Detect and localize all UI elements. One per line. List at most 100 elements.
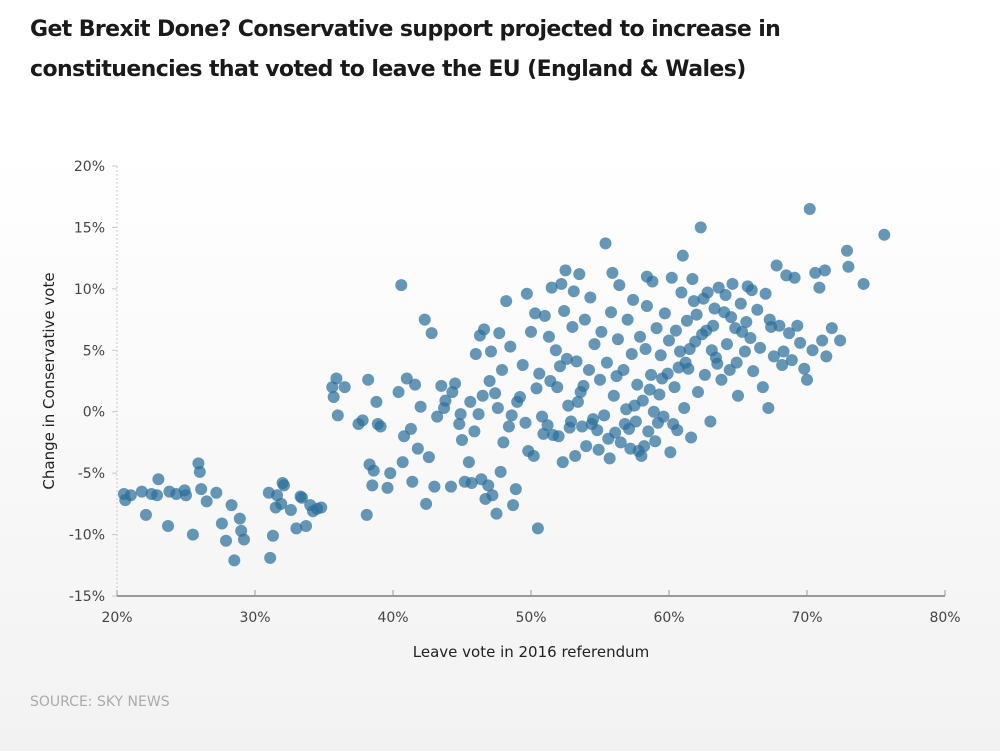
data-point (366, 479, 379, 492)
data-point (588, 338, 601, 351)
data-point (650, 322, 663, 335)
data-point (592, 443, 605, 456)
data-point (720, 338, 733, 351)
data-point (785, 354, 798, 367)
data-point (816, 334, 829, 347)
data-point (683, 343, 696, 356)
data-point (634, 330, 647, 343)
data-point (516, 359, 529, 372)
data-point (794, 336, 807, 349)
data-point (674, 345, 687, 358)
data-point (594, 373, 606, 386)
data-point (422, 451, 435, 464)
data-point (606, 266, 619, 279)
y-tick-label: -5% (78, 466, 105, 482)
data-point (496, 363, 509, 376)
data-point (762, 402, 775, 415)
data-point (642, 425, 655, 438)
data-point (500, 295, 513, 308)
data-point (730, 356, 743, 369)
data-point (745, 284, 758, 297)
data-point (614, 436, 627, 449)
data-point (124, 489, 137, 502)
data-point (756, 381, 769, 394)
data-point (533, 367, 546, 380)
data-point (621, 313, 634, 326)
data-point (801, 373, 813, 386)
data-point (360, 508, 373, 521)
data-point (284, 504, 297, 516)
data-point (472, 408, 485, 421)
data-point (315, 501, 328, 514)
data-point (266, 529, 279, 542)
data-point (599, 237, 612, 250)
data-point (275, 497, 288, 510)
data-point (580, 440, 593, 453)
data-point (525, 325, 537, 338)
data-point (788, 271, 801, 284)
x-tick-label: 50% (515, 610, 546, 626)
data-point (237, 533, 250, 546)
data-point (558, 304, 571, 317)
data-point (569, 449, 582, 462)
data-point (820, 350, 833, 363)
data-point (576, 420, 589, 433)
data-point (686, 273, 699, 286)
data-point (632, 445, 645, 458)
data-point (215, 517, 228, 530)
data-point (563, 421, 576, 434)
data-point (573, 268, 586, 281)
data-point (628, 399, 641, 412)
data-point (825, 322, 838, 335)
data-point (444, 480, 457, 493)
data-point (740, 316, 753, 329)
data-point (404, 422, 417, 435)
data-point (438, 402, 451, 415)
data-point (538, 309, 551, 322)
data-point (228, 554, 241, 567)
data-point (602, 432, 615, 445)
y-tick-label: 5% (83, 343, 105, 359)
data-point (507, 499, 520, 512)
data-point (649, 435, 662, 448)
data-point (622, 422, 635, 435)
data-point (678, 402, 691, 415)
y-tick-label: 15% (74, 220, 105, 236)
data-point (562, 399, 575, 412)
data-point (754, 341, 767, 354)
data-point (504, 340, 517, 353)
data-point (643, 383, 656, 396)
data-point (162, 519, 175, 532)
data-point (497, 436, 510, 449)
data-point (669, 324, 682, 337)
data-point (803, 203, 816, 215)
data-point (610, 370, 623, 383)
data-point (773, 319, 786, 332)
data-point (220, 534, 233, 547)
data-point (406, 475, 419, 488)
data-point (552, 430, 565, 443)
data-point (264, 551, 277, 564)
data-point (135, 485, 148, 498)
data-point (577, 379, 590, 392)
x-tick-label: 20% (101, 610, 132, 626)
y-tick-label: 20% (74, 159, 105, 175)
data-point (631, 378, 644, 391)
data-point (700, 324, 713, 337)
data-point (300, 519, 313, 532)
data-point (694, 221, 707, 234)
data-point (537, 427, 550, 440)
data-point (777, 345, 790, 358)
data-point (732, 389, 744, 402)
data-point (551, 381, 564, 394)
data-point (384, 467, 397, 480)
data-point (751, 303, 764, 316)
data-point (509, 483, 522, 496)
x-tick-label: 30% (239, 610, 270, 626)
y-axis-title: Change in Conservative vote (40, 272, 58, 489)
data-point (484, 345, 497, 358)
data-point (663, 334, 675, 347)
data-point (482, 479, 495, 492)
data-point (658, 307, 671, 320)
